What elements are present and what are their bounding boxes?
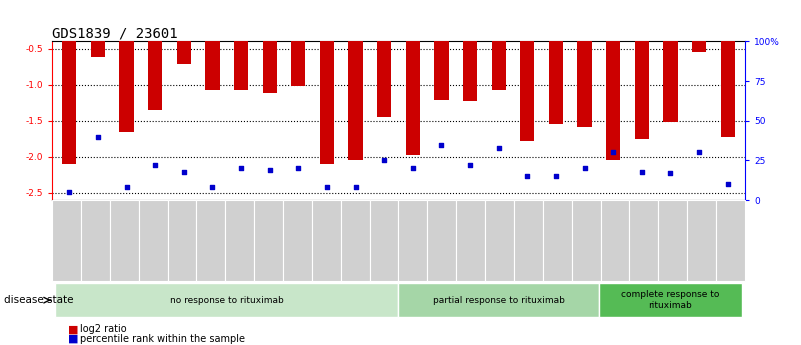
Bar [692,12,706,52]
Bar [62,12,76,164]
Bar [377,12,392,117]
Point [664,170,677,176]
Point [149,162,162,168]
Bar [263,12,277,93]
Bar [463,12,477,100]
Point [378,158,391,163]
Bar [348,12,363,160]
Bar [234,12,248,90]
Bar [205,12,219,90]
Point [607,150,620,155]
Bar [663,12,678,122]
Text: ■: ■ [68,334,78,344]
Point [578,166,591,171]
Point [406,166,419,171]
Point [693,150,706,155]
Point [464,162,477,168]
Point [62,189,75,195]
Point [521,174,533,179]
Point [206,185,219,190]
Point [264,167,276,173]
Bar [291,12,305,86]
Bar [549,12,563,124]
Point [120,185,133,190]
Text: ■: ■ [68,325,78,334]
Text: percentile rank within the sample: percentile rank within the sample [80,334,245,344]
Text: no response to rituximab: no response to rituximab [170,296,284,305]
Bar [119,12,134,131]
Bar [320,12,334,164]
Point [91,134,104,139]
Bar [578,12,592,127]
Bar [520,12,534,141]
Point [292,166,304,171]
Point [435,142,448,147]
Bar [148,12,163,110]
Bar [91,12,105,57]
Bar [492,12,506,90]
Point [493,145,505,150]
Bar [176,12,191,65]
Text: GDS1839 / 23601: GDS1839 / 23601 [52,26,178,40]
Bar [405,12,420,155]
Point [722,181,735,187]
Point [320,185,333,190]
Bar [721,12,735,137]
Point [549,174,562,179]
Text: disease state: disease state [4,295,74,305]
Text: log2 ratio: log2 ratio [80,325,127,334]
Bar [606,12,621,160]
Bar [434,12,449,100]
Text: complete response to
rituximab: complete response to rituximab [622,290,719,310]
Bar [634,12,649,139]
Point [635,169,648,174]
Point [177,169,190,174]
Text: partial response to rituximab: partial response to rituximab [433,296,565,305]
Point [349,185,362,190]
Point [235,166,248,171]
